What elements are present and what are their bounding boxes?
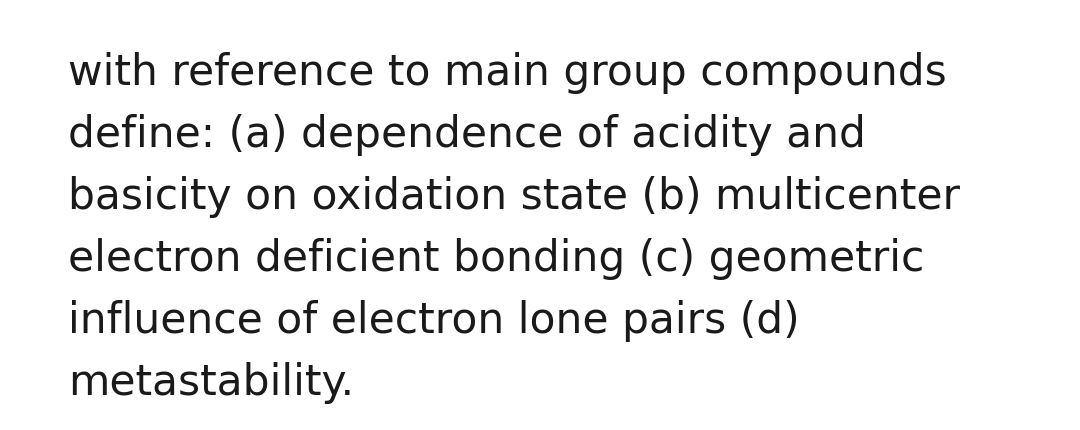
- Text: metastability.: metastability.: [68, 362, 354, 404]
- Text: basicity on oxidation state (b) multicenter: basicity on oxidation state (b) multicen…: [68, 176, 960, 218]
- Text: with reference to main group compounds: with reference to main group compounds: [68, 52, 947, 94]
- Text: define: (a) dependence of acidity and: define: (a) dependence of acidity and: [68, 114, 866, 156]
- Text: electron deficient bonding (c) geometric: electron deficient bonding (c) geometric: [68, 238, 924, 280]
- Text: influence of electron lone pairs (d): influence of electron lone pairs (d): [68, 300, 799, 342]
